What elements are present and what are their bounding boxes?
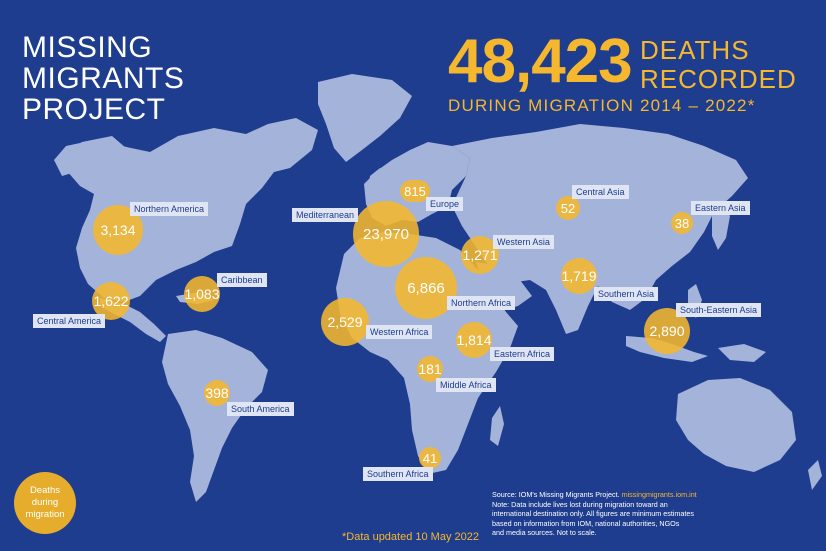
- label-south-eastern-asia: South-Eastern Asia: [676, 303, 762, 317]
- label-central-asia: Central Asia: [572, 185, 629, 199]
- new-zealand-shape: [808, 460, 822, 490]
- bubble-southern-asia: 1,719: [561, 258, 597, 294]
- madagascar-shape: [490, 406, 504, 446]
- south-america-shape: [162, 330, 268, 502]
- new-guinea-shape: [718, 344, 766, 362]
- label-mediterranean: Mediterranean: [292, 208, 359, 222]
- label-central-america: Central America: [33, 314, 106, 328]
- headline-subtitle: DURING MIGRATION 2014 – 2022*: [448, 96, 756, 115]
- uk-shape: [368, 168, 386, 196]
- bubble-europe: 815: [400, 180, 430, 202]
- bubble-middle-africa: 181: [417, 356, 443, 382]
- source-url-link[interactable]: missingmigrants.iom.int: [621, 490, 697, 499]
- label-northern-america: Northern America: [130, 202, 209, 216]
- source-note-line: based on information from IOM, national …: [492, 518, 680, 528]
- legend-line: migration: [25, 509, 65, 520]
- bubble-western-africa: 2,529: [321, 298, 369, 346]
- headline-word-recorded: RECORDED: [640, 64, 797, 94]
- bubble-central-america: 1,622: [92, 282, 130, 320]
- source-prefix: Source: IOM's Missing Migrants Project.: [492, 490, 622, 499]
- label-southern-africa: Southern Africa: [363, 467, 433, 481]
- data-updated-note: *Data updated 10 May 2022: [342, 531, 479, 543]
- title-line: MIGRANTS: [22, 62, 185, 95]
- label-northern-africa: Northern Africa: [447, 296, 516, 310]
- africa-shape: [336, 232, 518, 474]
- project-title: MISSING MIGRANTS PROJECT: [22, 32, 184, 125]
- label-europe: Europe: [426, 197, 464, 211]
- legend-bubble: Deaths during migration: [14, 472, 76, 534]
- bubble-caribbean: 1,083: [184, 276, 220, 312]
- australia-shape: [676, 378, 796, 472]
- bubble-eastern-asia: 38: [671, 212, 693, 234]
- headline-word-deaths: DEATHS: [640, 35, 750, 65]
- label-southern-asia: Southern Asia: [594, 287, 659, 301]
- bubble-northern-america: 3,134: [93, 205, 143, 255]
- label-western-africa: Western Africa: [366, 325, 433, 339]
- legend-line: during: [31, 497, 59, 508]
- source-note: Source: IOM's Missing Migrants Project. …: [492, 490, 818, 538]
- asia-shape: [452, 124, 748, 334]
- bubble-south-america: 398: [204, 380, 230, 406]
- source-note-line: international destination only. All figu…: [492, 509, 695, 519]
- bubble-southern-africa: 41: [419, 447, 441, 469]
- label-caribbean: Caribbean: [217, 273, 267, 287]
- total-deaths-number: 48,423: [448, 27, 633, 96]
- label-eastern-asia: Eastern Asia: [691, 201, 750, 215]
- bubble-eastern-africa: 1,814: [456, 322, 492, 358]
- bubble-south-eastern-asia: 2,890: [644, 308, 690, 354]
- source-note-line: and media sources. Not to scale.: [492, 528, 597, 538]
- title-line: PROJECT: [22, 93, 166, 126]
- title-line: MISSING: [22, 31, 153, 64]
- bubble-central-asia: 52: [556, 196, 580, 220]
- label-eastern-africa: Eastern Africa: [490, 347, 555, 361]
- legend-line: Deaths: [29, 485, 61, 496]
- bubble-northern-africa: 6,866: [395, 257, 457, 319]
- alaska-shape: [54, 136, 126, 176]
- source-note-line: Note: Data include lives lost during mig…: [492, 499, 668, 509]
- label-middle-africa: Middle Africa: [436, 378, 496, 392]
- label-western-asia: Western Asia: [493, 235, 554, 249]
- bubble-western-asia: 1,271: [461, 236, 499, 274]
- bubble-mediterranean: 23,970: [353, 201, 419, 267]
- label-south-america: South America: [227, 402, 294, 416]
- greenland-shape: [318, 74, 412, 162]
